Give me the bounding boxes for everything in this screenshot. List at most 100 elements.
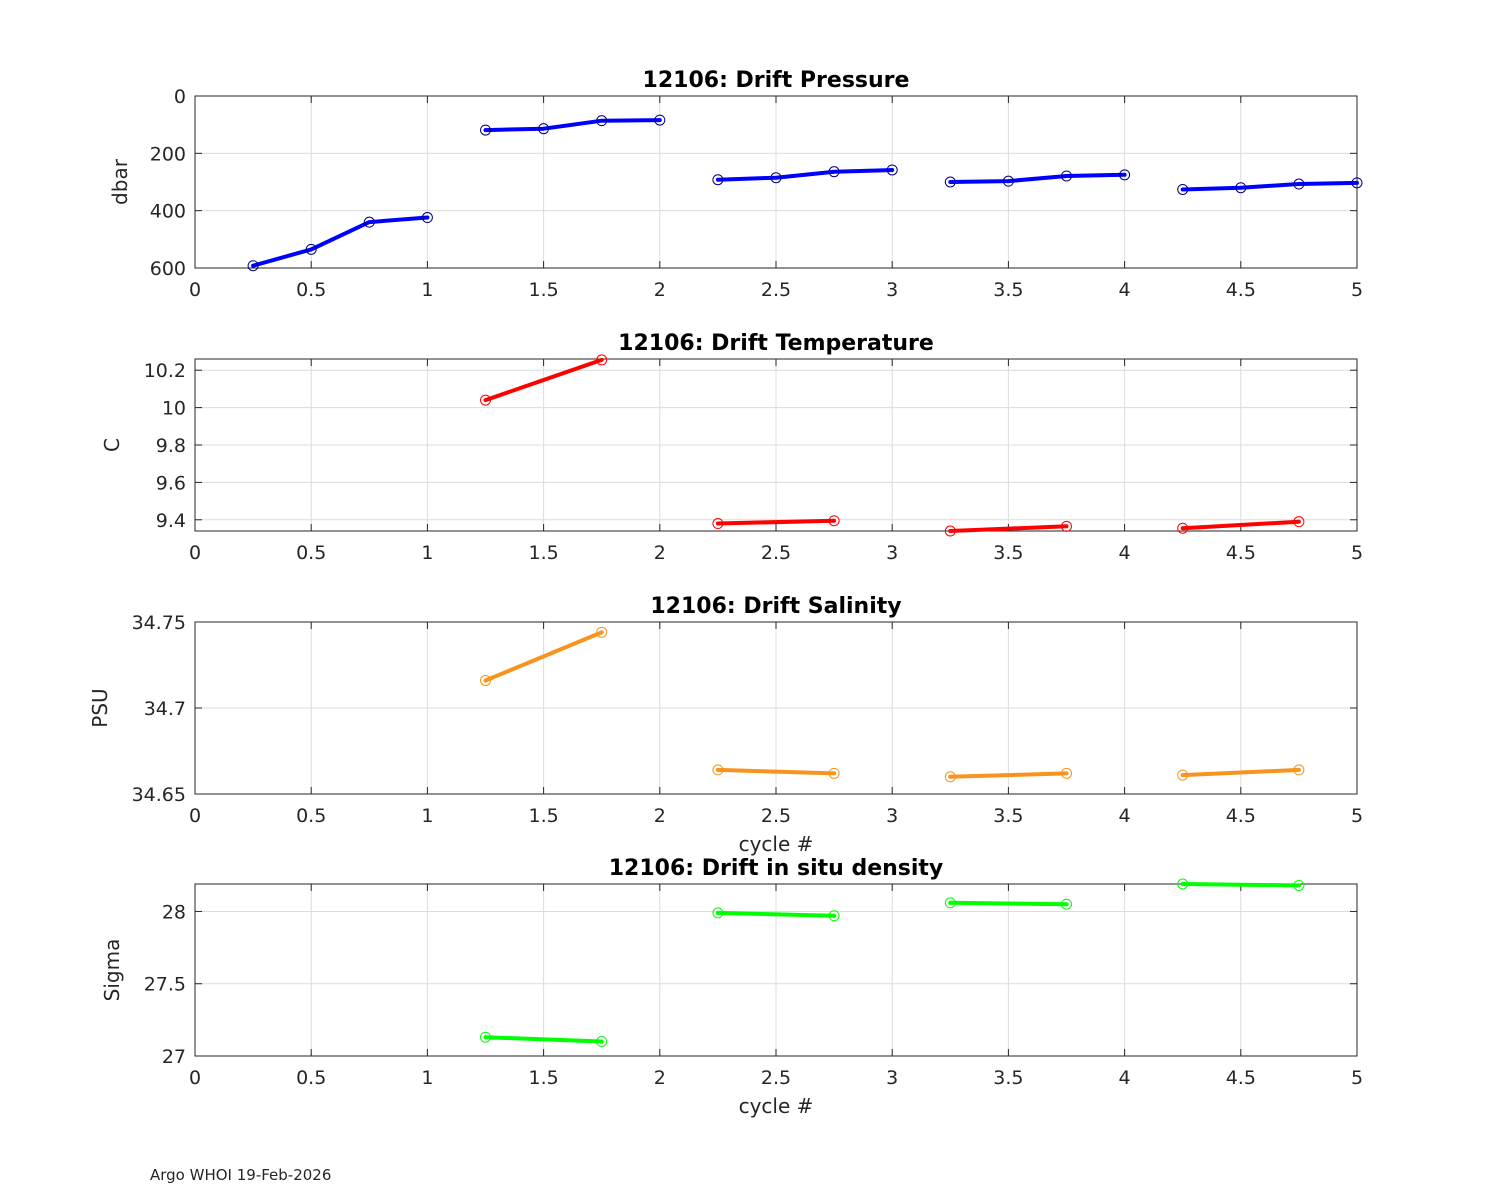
data-point [480,124,491,136]
plot-panel: 0 0.5 1 1.5 2 2.5 3 3.5 4 4.5 5 9.4 9.6 9.8 10 10.2 1210… [100,331,1363,564]
y-tick-label: 34.75 [132,612,186,634]
data-point [480,394,491,406]
y-axis-label: Sigma [100,939,124,1002]
x-tick-label: 1 [421,279,433,301]
x-tick-label: 4 [1119,542,1131,564]
x-tick-label: 5 [1351,1067,1363,1089]
x-tick-label: 0.5 [296,279,326,301]
y-tick-label: 10 [162,398,186,420]
y-tick-label: 27.5 [144,974,186,996]
plot-title: 12106: Drift Temperature [618,331,934,356]
series-line [948,172,1127,184]
data-point [247,260,259,272]
x-tick-label: 0.5 [296,542,326,564]
y-axis-label: dbar [108,158,132,205]
x-tick-label: 3.5 [993,542,1023,564]
x-tick-label: 4 [1119,1067,1131,1089]
x-tick-label: 0 [189,279,201,301]
data-point [1002,175,1014,187]
series-line [948,771,1069,779]
x-tick-label: 3 [886,279,898,301]
plot-title: 12106: Drift in situ density [609,856,944,881]
series-line [948,524,1069,533]
x-tick-label: 5 [1351,805,1363,827]
y-tick-label: 200 [150,143,186,165]
y-tick-label: 400 [150,201,186,223]
series-line [483,630,604,683]
series-line [715,767,837,776]
series-line [251,215,430,268]
data-point [305,243,317,255]
footer-credit: Argo WHOI 19-Feb-2026 [150,1166,332,1184]
x-tick-label: 0.5 [296,1067,326,1089]
plot-panel: 0 0.5 1 1.5 2 2.5 3 3.5 4 4.5 5 27 27.5 28 12106: Drif… [100,856,1363,1118]
x-tick-label: 2.5 [761,279,791,301]
y-tick-label: 0 [174,86,186,108]
x-axis-label: cycle # [739,1094,814,1118]
series-line [483,1035,604,1044]
data-point [1293,516,1305,528]
y-tick-label: 10.2 [144,360,186,382]
data-point [363,216,375,228]
y-tick-label: 34.7 [144,698,186,720]
x-tick-label: 4.5 [1226,279,1256,301]
series-line [715,518,837,526]
x-tick-label: 2 [654,805,666,827]
series-line [483,118,662,133]
data-point [828,910,840,922]
x-tick-label: 5 [1351,542,1363,564]
data-point [1351,177,1363,189]
series-line [1180,519,1301,531]
x-tick-label: 5 [1351,279,1363,301]
x-tick-label: 1.5 [528,542,558,564]
series-line [483,357,604,403]
data-point [770,172,782,184]
x-tick-label: 1 [421,1067,433,1089]
x-tick-label: 1.5 [528,1067,558,1089]
data-point [828,166,840,178]
data-point [828,767,840,779]
data-point [828,515,840,527]
x-tick-label: 2 [654,1067,666,1089]
axes-box [194,621,1358,795]
x-tick-label: 4.5 [1226,1067,1256,1089]
data-point [712,764,724,776]
data-point [654,114,666,126]
x-tick-label: 3.5 [993,1067,1023,1089]
x-tick-label: 1 [421,542,433,564]
x-tick-label: 3 [886,542,898,564]
plot-panel: 0 0.5 1 1.5 2 2.5 3 3.5 4 4.5 5 0 200 400 600 12106: Dr… [108,68,1363,301]
plot-title: 12106: Drift Salinity [650,594,901,619]
data-point [596,1036,608,1048]
data-point [1177,769,1189,781]
x-tick-label: 2.5 [761,805,791,827]
y-tick-label: 9.8 [156,435,186,457]
data-point [1119,169,1131,181]
data-point [1061,520,1072,532]
axes-box [194,883,1358,1057]
data-point [421,212,433,224]
series-line [1180,180,1359,192]
data-point [1177,878,1189,890]
x-tick-label: 4.5 [1226,542,1256,564]
x-tick-label: 2.5 [761,1067,791,1089]
y-axis-label: C [100,438,124,452]
y-tick-label: 9.4 [156,510,186,532]
series-line [715,168,895,182]
y-axis-label: PSU [88,688,112,727]
data-point [1061,898,1072,910]
x-tick-label: 4 [1119,279,1131,301]
y-tick-label: 34.65 [132,784,186,806]
y-tick-label: 28 [162,901,186,923]
x-tick-label: 3.5 [993,805,1023,827]
data-point [1177,522,1189,534]
x-tick-label: 3 [886,805,898,827]
data-point [596,354,608,366]
x-axis-label: cycle # [739,832,814,856]
data-point [1235,182,1247,194]
data-point [596,115,608,127]
series-line [948,900,1069,907]
data-point [1293,879,1305,891]
x-tick-label: 0 [189,542,201,564]
